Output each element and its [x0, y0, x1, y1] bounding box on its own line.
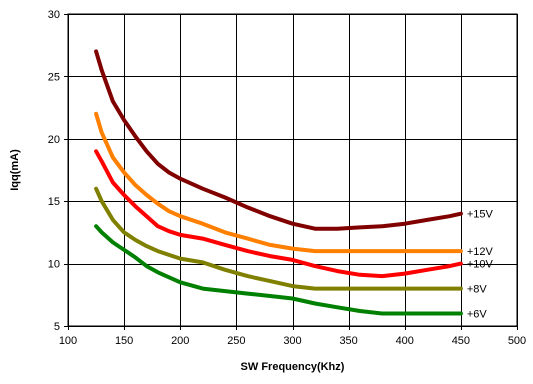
y-tick-label: 30 [48, 9, 60, 21]
series-labels: +15V +12V+10V +8V +6V [467, 209, 494, 321]
series-label-8v: +8V [467, 284, 488, 296]
y-tick-label: 5 [54, 321, 60, 333]
plot-frame [67, 13, 518, 327]
x-tick-label: 400 [396, 335, 414, 347]
series-line-8v [94, 186, 463, 291]
series-line-10v [94, 149, 463, 279]
x-tick-label: 500 [508, 335, 526, 347]
x-tick-label: 450 [452, 335, 470, 347]
x-tick-label: 250 [227, 335, 245, 347]
y-tick-labels: 5 10 15 20 25 30 [48, 9, 60, 333]
series-label-15v: +15V [467, 209, 494, 221]
series-line-6v [94, 224, 463, 316]
series-label-6v: +6V [467, 309, 488, 321]
y-axis-title: Iqq(mA) [9, 149, 21, 191]
y-tick-label: 20 [48, 134, 60, 146]
gridlines [64, 14, 518, 330]
x-tick-labels: 100 150 200 250 300 350 400 450 500 [59, 335, 526, 347]
y-tick-label: 25 [48, 71, 60, 83]
series-lines [94, 49, 463, 316]
y-tick-label: 10 [48, 259, 60, 271]
x-tick-label: 300 [283, 335, 301, 347]
series-label-10v: +10V [467, 259, 494, 271]
series-label-12v: +12V [467, 246, 494, 258]
x-tick-label: 150 [115, 335, 133, 347]
x-axis-title: SW Frequency(Khz) [241, 361, 345, 373]
x-tick-label: 100 [59, 335, 77, 347]
series-line-15v [94, 49, 463, 231]
series-line-12v [94, 111, 463, 254]
y-tick-label: 15 [48, 196, 60, 208]
x-tick-label: 350 [339, 335, 357, 347]
x-tick-label: 200 [171, 335, 189, 347]
